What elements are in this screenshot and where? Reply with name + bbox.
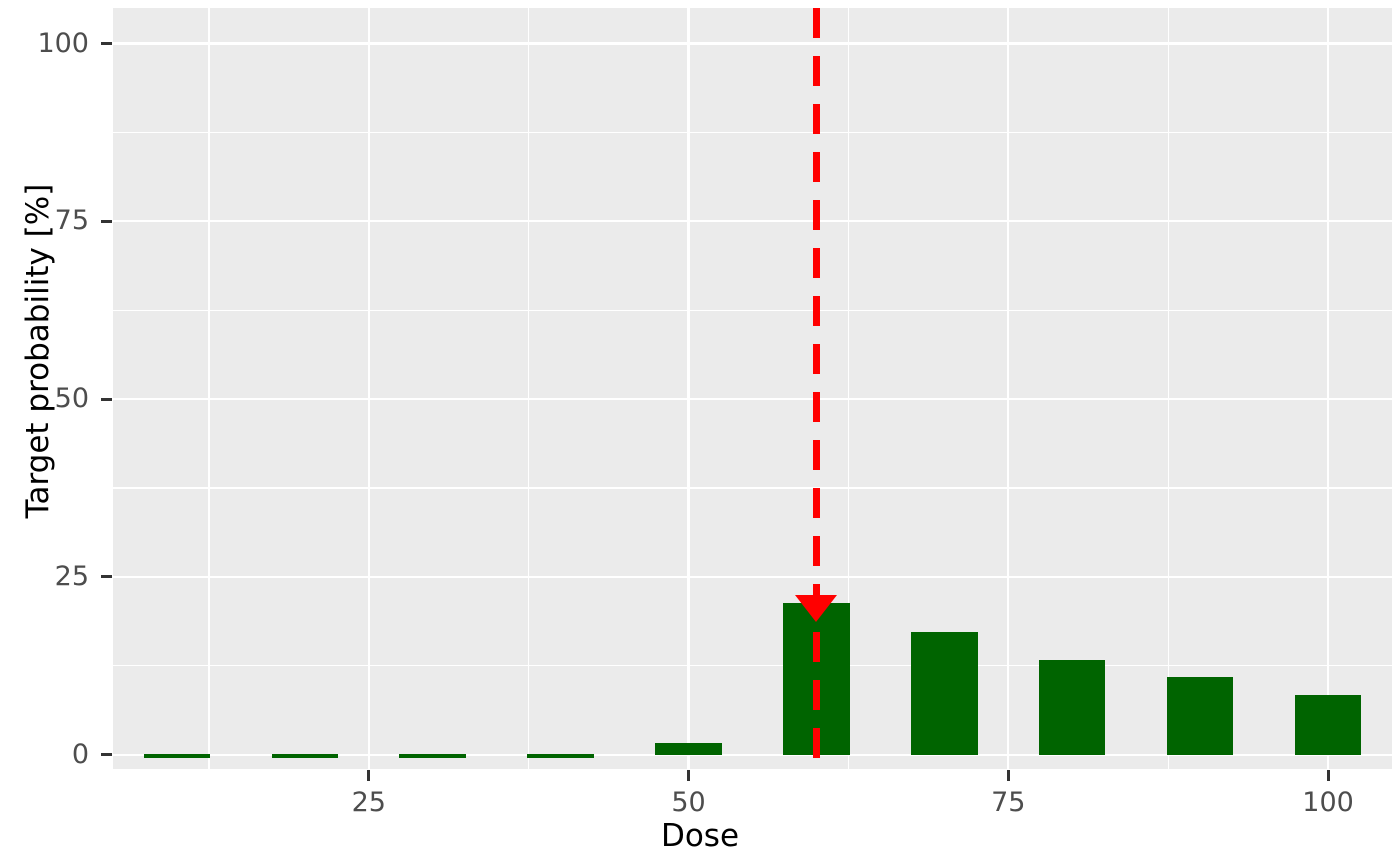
gridline-horizontal-major xyxy=(113,42,1392,45)
gridline-vertical-minor xyxy=(847,8,849,769)
x-axis-title: Dose xyxy=(660,818,740,854)
gridline-horizontal-major xyxy=(113,753,1392,756)
y-tick-mark xyxy=(101,753,112,757)
x-tick-mark xyxy=(1006,770,1010,781)
recommended-dose-marker xyxy=(795,595,838,623)
recommended-dose-line xyxy=(812,8,820,769)
bar xyxy=(1166,677,1234,755)
bar xyxy=(911,631,978,755)
y-tick-label: 25 xyxy=(54,560,89,592)
y-tick-mark xyxy=(101,219,112,223)
gridline-horizontal-minor xyxy=(113,487,1392,489)
gridline-vertical-major xyxy=(687,8,690,769)
gridline-vertical-major xyxy=(1007,8,1010,769)
bar xyxy=(655,743,722,755)
gridline-horizontal-minor xyxy=(113,309,1392,311)
bar xyxy=(1038,660,1106,755)
gridline-vertical-minor xyxy=(528,8,530,769)
y-tick-mark xyxy=(101,575,112,579)
x-tick-mark xyxy=(1326,770,1330,781)
gridline-vertical-major xyxy=(367,8,370,769)
y-tick-label: 0 xyxy=(71,738,89,770)
y-tick-mark xyxy=(101,42,112,46)
gridline-vertical-minor xyxy=(208,8,210,769)
bar xyxy=(527,754,594,759)
x-tick-label: 25 xyxy=(351,787,386,818)
bar xyxy=(271,754,339,759)
gridline-vertical-major xyxy=(1326,8,1330,769)
x-tick-label: 100 xyxy=(1302,787,1354,818)
x-tick-mark xyxy=(687,770,691,781)
gridline-horizontal-minor xyxy=(113,131,1392,134)
y-axis-title: Target probability [%] xyxy=(20,183,56,519)
y-tick-label: 75 xyxy=(54,205,89,237)
x-tick-mark xyxy=(367,770,371,781)
gridline-horizontal-minor xyxy=(113,665,1392,667)
x-tick-label: 75 xyxy=(991,787,1026,818)
y-tick-label: 100 xyxy=(37,27,89,59)
gridline-horizontal-major xyxy=(113,575,1392,579)
gridline-vertical-minor xyxy=(1167,8,1169,769)
bar xyxy=(399,754,466,759)
y-tick-mark xyxy=(101,397,112,401)
bar xyxy=(1294,695,1362,755)
x-tick-label: 50 xyxy=(671,787,706,818)
y-tick-label: 50 xyxy=(54,383,89,415)
bar xyxy=(143,754,211,759)
gridline-horizontal-major xyxy=(113,398,1392,401)
gridline-horizontal-major xyxy=(113,220,1392,223)
plot-panel xyxy=(113,8,1392,769)
